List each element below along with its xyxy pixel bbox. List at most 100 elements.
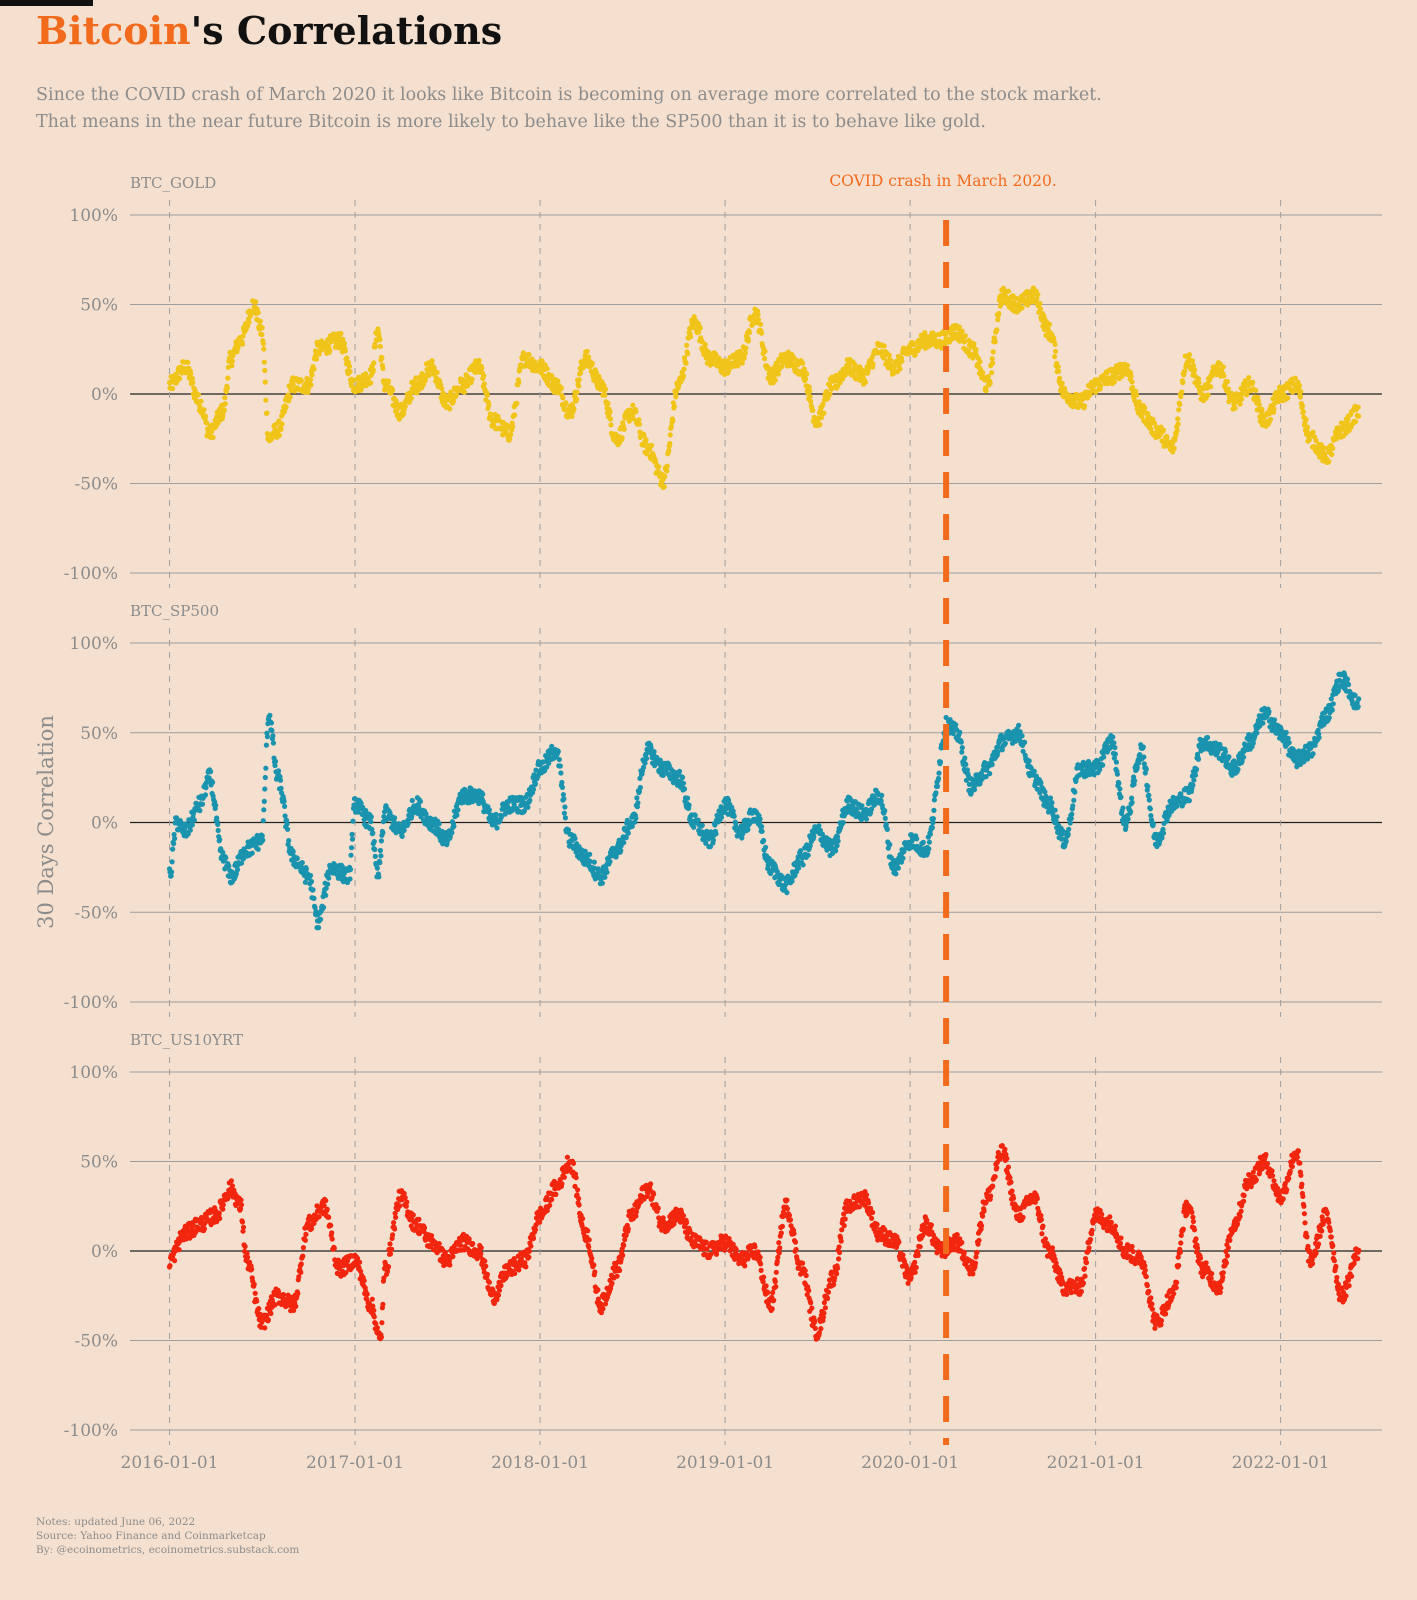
data-point <box>379 355 385 361</box>
data-point <box>195 392 201 398</box>
data-point <box>217 837 223 843</box>
data-point <box>307 377 314 383</box>
data-point <box>311 895 317 902</box>
data-point <box>372 846 378 853</box>
data-point <box>702 341 708 348</box>
data-point <box>1171 445 1177 451</box>
data-point <box>203 420 210 426</box>
data-point <box>493 811 499 817</box>
data-point <box>1124 362 1131 368</box>
data-point <box>1111 379 1117 385</box>
data-point <box>340 336 346 342</box>
data-point <box>385 378 392 384</box>
data-point <box>1186 798 1192 804</box>
data-point <box>956 324 962 330</box>
data-point <box>262 379 268 385</box>
data-point <box>189 375 195 382</box>
data-point <box>1330 701 1336 707</box>
data-point <box>215 420 221 426</box>
data-point <box>372 344 378 350</box>
data-point <box>377 343 383 349</box>
title-accent: Bitcoin <box>36 8 191 53</box>
data-point <box>673 389 680 395</box>
data-point <box>684 342 690 348</box>
data-point <box>234 867 241 873</box>
data-point <box>1016 722 1022 728</box>
data-point <box>1297 394 1303 400</box>
data-point <box>294 855 300 862</box>
data-point <box>261 807 267 813</box>
data-point <box>840 820 846 826</box>
data-point <box>1052 341 1058 347</box>
data-point <box>1182 368 1188 374</box>
data-point <box>878 798 884 804</box>
data-point <box>422 376 429 382</box>
subtitle-line-2: That means in the near future Bitcoin is… <box>36 112 986 132</box>
data-point <box>761 837 767 844</box>
data-point <box>584 348 590 354</box>
data-point <box>350 377 356 383</box>
data-point <box>215 821 221 828</box>
data-point <box>759 828 765 834</box>
data-point <box>239 1219 246 1225</box>
data-point <box>394 408 400 414</box>
data-point <box>1046 321 1053 327</box>
data-point <box>176 1247 182 1253</box>
data-point <box>347 866 354 873</box>
data-point <box>220 413 226 419</box>
data-point <box>696 329 702 335</box>
data-point <box>169 869 175 875</box>
data-point <box>619 435 625 441</box>
data-point <box>402 403 408 410</box>
data-point <box>899 358 905 364</box>
data-point <box>681 786 688 792</box>
data-point <box>807 393 813 400</box>
data-point <box>1071 797 1077 803</box>
data-point <box>936 770 942 776</box>
data-point <box>1246 375 1252 381</box>
data-point <box>544 366 550 372</box>
data-point <box>599 880 606 886</box>
data-point <box>1035 292 1041 298</box>
data-point <box>281 798 287 805</box>
data-point <box>363 371 369 377</box>
data-point <box>272 758 279 764</box>
data-point <box>1066 826 1072 832</box>
data-point <box>1176 407 1182 413</box>
data-point <box>311 366 317 372</box>
data-point <box>827 391 833 397</box>
data-point <box>481 381 487 387</box>
data-point <box>635 800 641 806</box>
data-point <box>879 792 885 799</box>
data-point <box>249 850 255 856</box>
data-point <box>1063 838 1069 845</box>
data-point <box>990 349 996 355</box>
data-point <box>259 325 265 331</box>
data-point <box>676 768 683 775</box>
data-point <box>959 745 965 751</box>
data-point <box>285 826 291 832</box>
data-point <box>310 887 316 893</box>
data-point <box>1042 789 1048 795</box>
data-point <box>461 389 468 395</box>
data-point <box>742 350 749 356</box>
data-point <box>549 373 555 379</box>
data-point <box>578 370 584 376</box>
data-point <box>434 369 440 376</box>
data-point <box>287 394 293 400</box>
data-point <box>996 310 1002 317</box>
data-point <box>1031 768 1037 774</box>
data-point <box>1344 676 1351 682</box>
y-tick-label: 100% <box>69 206 118 226</box>
data-point <box>1132 778 1138 784</box>
data-point <box>408 395 414 401</box>
data-point <box>1037 300 1043 307</box>
data-point <box>634 795 640 801</box>
data-point <box>1116 780 1122 786</box>
data-point <box>745 827 751 833</box>
data-point <box>1326 715 1332 721</box>
data-point <box>692 812 698 819</box>
data-point <box>772 377 778 383</box>
data-point <box>494 825 500 831</box>
data-point <box>1174 427 1180 434</box>
